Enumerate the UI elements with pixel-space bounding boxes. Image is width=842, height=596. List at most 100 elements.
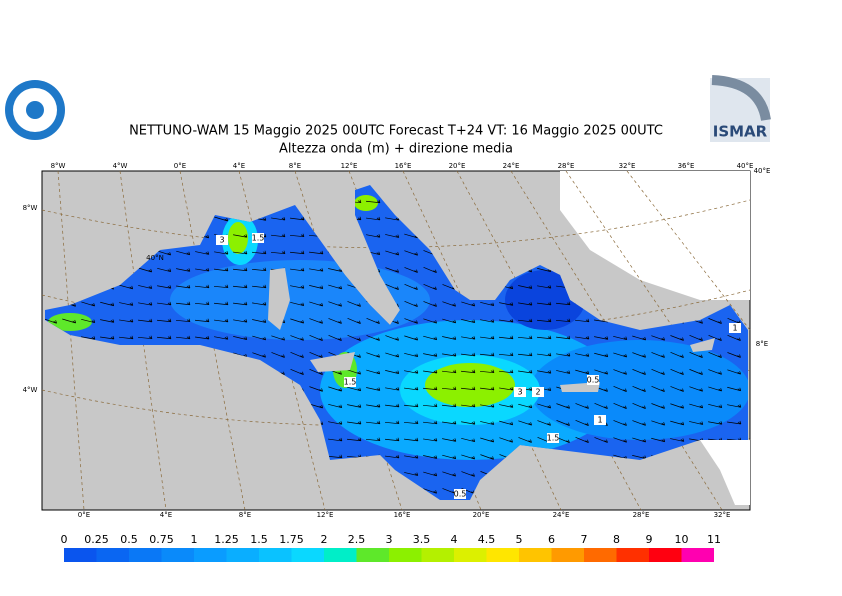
wave-direction-arrow bbox=[442, 438, 457, 442]
wave-direction-arrow bbox=[632, 420, 646, 426]
colorbar-swatch bbox=[681, 548, 714, 562]
wave-direction-arrow bbox=[290, 368, 304, 376]
contour-label: 1.5 bbox=[252, 234, 265, 243]
wave-direction-arrow bbox=[708, 352, 722, 358]
wave-direction-arrow bbox=[537, 318, 552, 323]
wave-direction-arrow bbox=[290, 267, 305, 272]
wave-direction-arrow bbox=[442, 403, 457, 408]
wave-direction-arrow bbox=[347, 437, 362, 442]
wave-direction-arrow bbox=[423, 369, 438, 374]
wave-direction-arrow bbox=[347, 301, 361, 307]
wave-direction-arrow bbox=[290, 285, 305, 289]
wave-direction-arrow bbox=[290, 335, 304, 341]
wave-direction-arrow bbox=[518, 352, 533, 357]
wave-direction-arrow bbox=[423, 301, 437, 307]
wave-direction-arrow bbox=[252, 352, 266, 358]
wave-direction-arrow bbox=[404, 455, 419, 459]
wave-direction-arrow bbox=[328, 403, 343, 409]
wave-direction-arrow bbox=[708, 318, 722, 324]
colorbar-swatch bbox=[226, 548, 259, 562]
wave-direction-arrow bbox=[138, 302, 153, 306]
longitude-label: 8°W bbox=[51, 162, 66, 170]
wave-direction-arrow bbox=[176, 284, 191, 289]
wave-direction-arrow bbox=[442, 454, 457, 460]
wave-direction-arrow bbox=[651, 385, 665, 393]
logo-text: ISMAR bbox=[713, 123, 768, 141]
wave-direction-arrow bbox=[309, 301, 324, 307]
wave-direction-arrow bbox=[81, 301, 96, 307]
wave-direction-arrow bbox=[81, 336, 96, 340]
wave-direction-arrow bbox=[328, 334, 342, 342]
colorbar-label: 3.5 bbox=[413, 533, 431, 546]
contour-label-bg bbox=[547, 433, 559, 443]
wave-direction-arrow bbox=[632, 385, 646, 393]
wave-direction-arrow bbox=[727, 369, 741, 375]
map-area bbox=[41, 170, 751, 511]
wave-direction-arrow bbox=[175, 318, 191, 323]
wave-direction-arrow bbox=[518, 437, 532, 443]
wave-direction-arrow bbox=[100, 301, 115, 307]
contour-label-bg bbox=[594, 415, 606, 425]
wave-direction-arrow bbox=[404, 386, 419, 391]
colorbar-swatch bbox=[389, 548, 422, 562]
wave-direction-arrow bbox=[556, 370, 571, 374]
wave-direction-arrow bbox=[537, 403, 552, 409]
wave-direction-arrow bbox=[556, 335, 571, 340]
longitude-label: 0°E bbox=[174, 162, 186, 170]
wave-direction-arrow bbox=[670, 386, 684, 392]
colorbar-label: 2 bbox=[321, 533, 328, 546]
longitude-label: 4°W bbox=[113, 162, 128, 170]
longitude-label: 4°E bbox=[160, 511, 172, 519]
wave-direction-arrow bbox=[366, 234, 381, 238]
wave-direction-arrow bbox=[366, 352, 380, 358]
colorbar-label: 0.75 bbox=[149, 533, 174, 546]
wave-direction-arrow bbox=[290, 216, 305, 221]
wave-direction-arrow bbox=[195, 335, 210, 340]
wave-direction-arrow bbox=[404, 437, 419, 442]
wave-direction-arrow bbox=[328, 437, 343, 442]
wave-direction-arrow bbox=[138, 285, 153, 289]
wave-direction-arrow bbox=[461, 319, 476, 323]
wave-direction-arrow bbox=[651, 420, 665, 426]
wave-direction-arrow bbox=[233, 267, 248, 272]
wave-direction-arrow bbox=[309, 285, 324, 289]
colorbar-label: 3 bbox=[386, 533, 393, 546]
colorbar-swatch bbox=[519, 548, 552, 562]
wave-direction-arrow bbox=[214, 318, 229, 323]
wave-direction-arrow bbox=[461, 301, 476, 307]
longitude-label: 32°E bbox=[619, 162, 636, 170]
wave-direction-arrow bbox=[689, 403, 704, 409]
wave-direction-arrow bbox=[613, 420, 627, 426]
contour-label-bg bbox=[729, 323, 741, 333]
wave-direction-arrow bbox=[423, 403, 438, 408]
wave-direction-arrow bbox=[423, 283, 437, 291]
wave-direction-arrow bbox=[499, 386, 514, 391]
wave-direction-arrow bbox=[404, 370, 419, 374]
colorbar-swatch bbox=[421, 548, 454, 562]
wave-direction-arrow bbox=[423, 386, 438, 391]
island bbox=[310, 352, 355, 372]
colorbar-swatch bbox=[454, 548, 487, 562]
wave-direction-arrow bbox=[404, 420, 419, 425]
wave-direction-arrow bbox=[670, 368, 684, 376]
map-subtitle: Altezza onda (m) + direzione media bbox=[279, 142, 513, 157]
wave-direction-arrow bbox=[518, 403, 533, 409]
wave-direction-arrow bbox=[461, 352, 476, 357]
wave-direction-arrow bbox=[157, 267, 172, 273]
wave-direction-arrow bbox=[328, 386, 343, 392]
colorbar-label: 7 bbox=[581, 533, 588, 546]
colorbar-swatch bbox=[129, 548, 162, 562]
longitude-label: 4°E bbox=[233, 162, 245, 170]
wave-direction-arrow bbox=[404, 403, 419, 408]
wave-direction-arrow bbox=[157, 318, 172, 323]
wave-direction-arrow bbox=[290, 301, 305, 307]
wave-direction-arrow bbox=[537, 420, 551, 426]
wave-direction-arrow bbox=[556, 353, 571, 357]
wave-direction-arrow bbox=[195, 267, 210, 272]
wave-direction-arrow bbox=[499, 404, 514, 408]
wave-direction-arrow bbox=[385, 234, 400, 238]
wave-direction-arrow bbox=[214, 284, 229, 289]
wave-direction-arrow bbox=[252, 250, 267, 255]
wave-direction-arrow bbox=[404, 250, 418, 256]
wave-direction-arrow bbox=[404, 318, 418, 324]
